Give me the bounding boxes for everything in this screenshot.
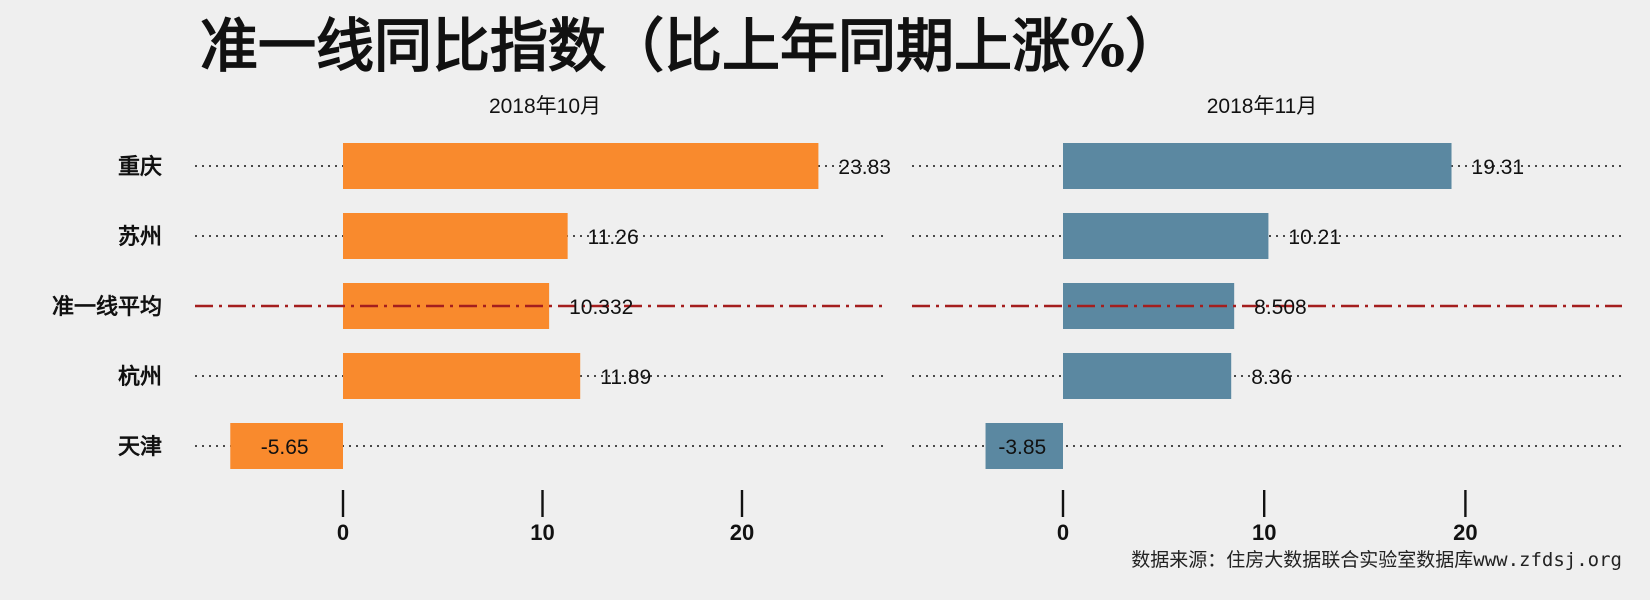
tick-label: 0 [337, 520, 349, 545]
tick-label: 10 [1252, 520, 1276, 545]
data-label: 23.83 [838, 156, 891, 179]
category-label: 苏州 [118, 224, 162, 250]
x-axis-layer: 0 10 20 0 10 20 [337, 490, 1478, 545]
bar [985, 423, 1063, 469]
data-label: 8.36 [1251, 366, 1292, 389]
data-label: -5.65 [261, 436, 309, 459]
tick-label: 10 [530, 520, 554, 545]
data-label: -3.85 [998, 436, 1046, 459]
data-label: 19.31 [1472, 156, 1525, 179]
bar [343, 353, 581, 399]
data-label: 10.332 [569, 296, 633, 319]
category-label: 杭州 [118, 364, 162, 390]
bar [343, 213, 568, 259]
value-label-layer: 23.83 11.26 10.332 11.89 -5.65 19.31 10.21 8.50… [261, 156, 1524, 459]
chart-title: 准一线同比指数（比上年同期上涨%） [200, 12, 1183, 80]
panel-title-nov: 2018年11月 [1207, 95, 1318, 118]
tick-label: 20 [1453, 520, 1477, 545]
source-note: 数据来源：住房大数据联合实验室数据库www.zfdsj.org [1131, 549, 1622, 571]
category-label: 天津 [118, 434, 162, 460]
bar-layer [230, 143, 1452, 469]
data-label: 8.508 [1254, 296, 1307, 319]
bar [1063, 143, 1452, 189]
bar [1063, 213, 1269, 259]
data-label: 10.21 [1288, 226, 1341, 249]
category-label: 准一线平均 [52, 294, 162, 320]
data-label: 11.26 [588, 226, 639, 249]
panel-title-oct: 2018年10月 [489, 95, 601, 118]
tick-label: 20 [730, 520, 754, 545]
bar [230, 423, 343, 469]
data-label: 11.89 [600, 366, 651, 389]
bar [1063, 353, 1232, 399]
tick-label: 0 [1057, 520, 1069, 545]
category-label: 重庆 [118, 154, 162, 180]
bar [343, 143, 819, 189]
